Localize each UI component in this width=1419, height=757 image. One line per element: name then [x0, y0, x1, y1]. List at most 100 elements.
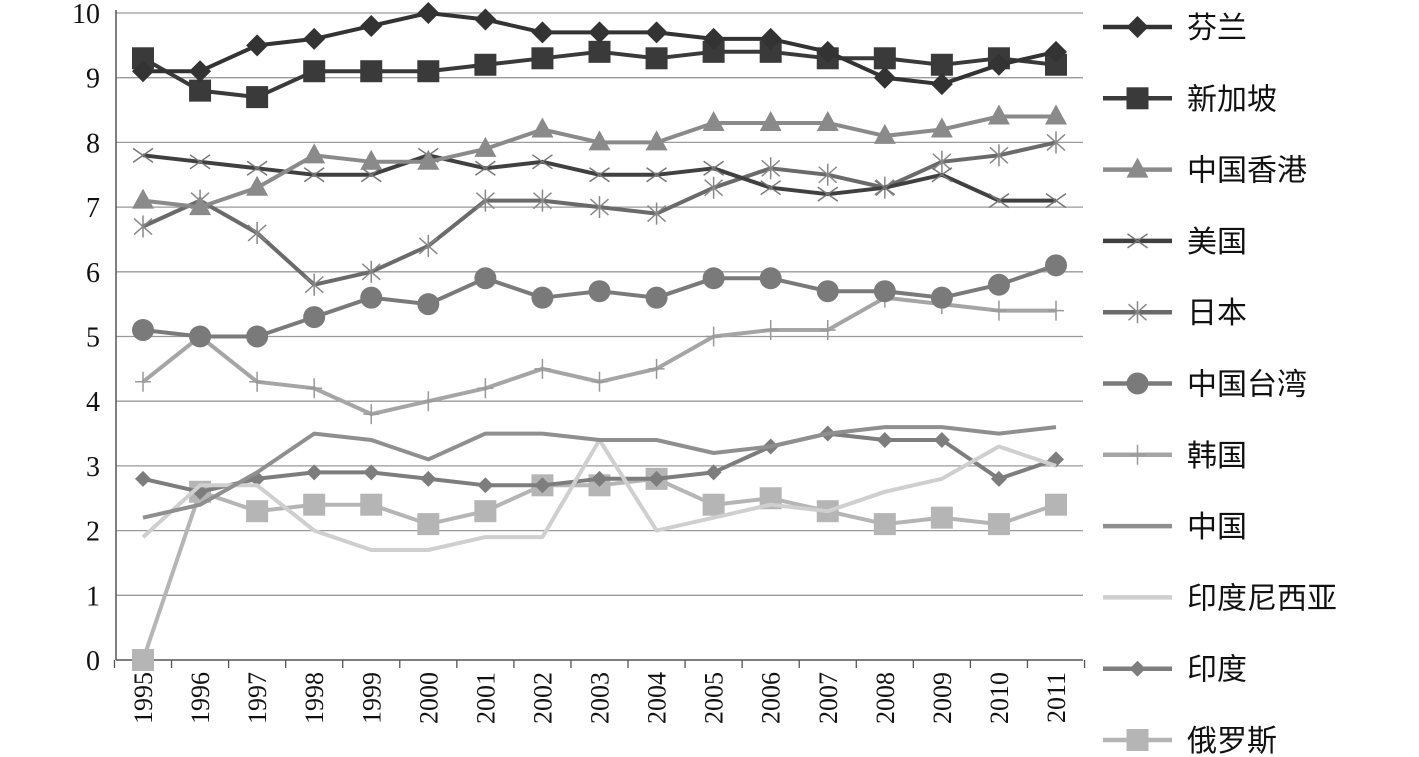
data-point [987, 104, 1010, 125]
x-tick-label: 1999 [357, 672, 386, 724]
data-point [363, 464, 380, 481]
data-point [306, 378, 323, 399]
data-point [474, 160, 496, 176]
data-point [759, 267, 782, 290]
data-point [648, 358, 665, 379]
data-point [702, 110, 725, 131]
legend-label: 中国 [1187, 510, 1247, 545]
y-tick-label: 4 [86, 387, 100, 418]
legend-marker [1126, 372, 1149, 395]
x-tick-label: 1997 [243, 672, 272, 724]
data-point [135, 470, 151, 487]
legend-entry: 中国台湾 [1103, 368, 1307, 403]
data-point [873, 513, 896, 536]
data-point [816, 280, 839, 303]
data-point [873, 66, 896, 89]
data-point [417, 293, 440, 316]
data-point [760, 180, 782, 196]
data-point [987, 53, 1010, 76]
series-1 [132, 2, 1067, 96]
series-line [141, 295, 1056, 417]
data-point [303, 60, 326, 83]
data-point [987, 513, 1010, 536]
y-tick-label: 10 [72, 0, 100, 30]
gridlines [116, 12, 1083, 596]
legend-marker [1126, 16, 1149, 38]
data-point [591, 470, 608, 487]
legend-marker [1129, 444, 1146, 465]
data-point [189, 325, 212, 348]
data-point [645, 130, 668, 151]
series-lines [132, 2, 1067, 671]
data-point [705, 464, 722, 481]
x-tick-label: 2003 [586, 672, 615, 724]
data-point [132, 319, 154, 342]
data-point [1045, 254, 1067, 277]
legend-label: 美国 [1187, 225, 1247, 260]
data-point [873, 123, 896, 144]
y-tick-label: 0 [86, 646, 100, 677]
data-point [417, 513, 440, 536]
data-point [1046, 131, 1066, 154]
data-point [702, 493, 725, 516]
data-point [590, 196, 609, 219]
data-point [988, 193, 1010, 209]
data-point [1048, 300, 1064, 321]
x-tick-label: 2006 [757, 672, 786, 724]
x-tick-label: 2009 [928, 672, 957, 724]
legend-entry: 日本 [1103, 296, 1247, 331]
data-point [759, 27, 782, 50]
data-point [477, 477, 494, 494]
data-point [304, 273, 324, 296]
data-point [645, 47, 668, 70]
data-point [532, 154, 553, 170]
legend-marker [1127, 233, 1148, 249]
data-point [874, 180, 896, 196]
legend-label: 日本 [1187, 296, 1247, 331]
legend-label: 韩国 [1187, 439, 1247, 474]
data-point [532, 189, 552, 212]
data-point [702, 40, 725, 63]
data-point [135, 371, 151, 392]
data-point [189, 60, 212, 83]
data-point [873, 280, 896, 303]
series-4 [132, 147, 1067, 209]
data-point [360, 286, 383, 309]
data-point [303, 143, 326, 164]
series-7 [135, 287, 1064, 425]
legend-label: 新加坡 [1187, 82, 1277, 117]
data-point [930, 506, 953, 529]
data-point [930, 117, 953, 138]
data-point [360, 149, 383, 170]
data-point [417, 149, 440, 170]
legend-marker [1128, 301, 1147, 324]
data-point [246, 160, 268, 176]
data-point [189, 154, 211, 170]
legend-label: 中国香港 [1187, 154, 1307, 189]
x-tick-label: 2008 [871, 672, 900, 724]
legend-label: 芬兰 [1187, 11, 1247, 46]
data-point [989, 144, 1009, 167]
axes: 0 1 2 3 4 5 6 7 8 9 10 1995 1996 1997 1998 1999 2000 2001… [72, 0, 1086, 724]
legend-entry: 印度尼西亚 [1103, 581, 1337, 616]
legend-marker [1129, 660, 1146, 677]
data-point [361, 260, 381, 283]
data-point [987, 273, 1010, 296]
data-point [759, 40, 782, 63]
data-point [246, 325, 269, 348]
y-tick-label: 1 [86, 581, 100, 612]
data-point [762, 320, 779, 341]
legend-marker [1126, 157, 1149, 178]
data-point [303, 167, 325, 183]
data-point [761, 157, 781, 180]
data-point [303, 306, 326, 329]
data-point [531, 21, 554, 44]
y-tick-label: 2 [86, 517, 100, 548]
data-point [360, 167, 382, 183]
data-point [702, 267, 725, 290]
series-3 [132, 104, 1067, 216]
data-point [930, 53, 953, 76]
data-point [819, 320, 836, 341]
legend-entry: 中国 [1103, 510, 1247, 545]
